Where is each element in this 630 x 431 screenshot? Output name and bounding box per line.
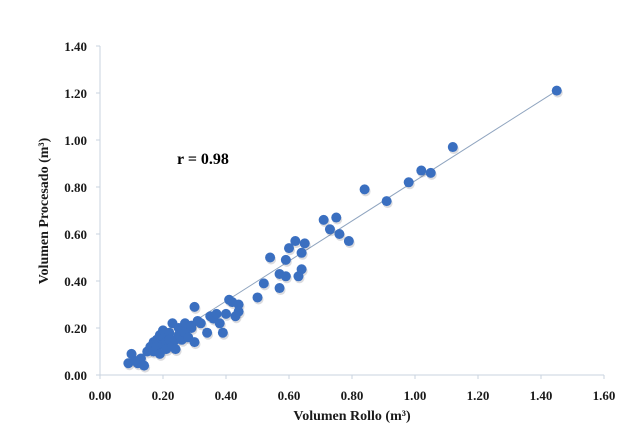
data-point [164, 327, 175, 338]
data-point [129, 355, 140, 366]
y-tick-label: 0.60 [64, 227, 87, 242]
x-axis-title: Volumen Rollo (m³) [293, 409, 411, 424]
data-point [217, 327, 228, 338]
data-point [265, 252, 276, 263]
data-point [425, 167, 436, 178]
data-point [331, 212, 342, 223]
x-tick-label: 0.80 [341, 388, 364, 403]
data-point [324, 224, 335, 235]
data-point [280, 271, 291, 282]
x-tick-label: 1.40 [530, 388, 553, 403]
x-tick-label: 0.40 [215, 388, 238, 403]
data-point [296, 264, 307, 275]
y-tick-label: 0.00 [64, 368, 87, 383]
x-tick-label: 0.60 [278, 388, 301, 403]
x-tick-label: 0.00 [89, 388, 112, 403]
data-point [189, 301, 200, 312]
data-point [403, 177, 414, 188]
data-point [334, 229, 345, 239]
y-tick-label: 0.20 [64, 321, 87, 336]
data-point [359, 184, 370, 195]
data-point [318, 214, 329, 225]
data-point [252, 292, 263, 303]
data-point [290, 236, 301, 247]
data-points [123, 85, 563, 373]
data-point [296, 247, 307, 258]
data-point [195, 318, 206, 329]
data-point [139, 360, 150, 371]
data-point [447, 142, 458, 153]
x-tick-label: 1.20 [467, 388, 490, 403]
data-point [211, 308, 222, 319]
axes: 0.00 0.20 0.40 0.60 0.80 1.00 1.20 1.40 0.00 0.2… [64, 39, 615, 403]
data-point [274, 283, 285, 294]
data-point [280, 254, 291, 265]
y-tick-label: 0.80 [64, 180, 87, 195]
data-point [381, 196, 392, 207]
data-point [202, 327, 213, 338]
x-tick-label: 1.00 [404, 388, 427, 403]
x-tick-labels: 0.00 0.20 0.40 0.60 0.80 1.00 1.20 1.40 1.60 [89, 375, 616, 403]
y-tick-label: 0.40 [64, 274, 87, 289]
data-point [221, 308, 231, 319]
y-tick-label: 1.20 [64, 86, 87, 101]
data-point [233, 306, 244, 317]
x-tick-label: 0.20 [152, 388, 175, 403]
data-point [343, 236, 354, 247]
data-point [214, 318, 225, 329]
data-point [233, 299, 244, 310]
data-point [284, 243, 294, 254]
data-point [189, 337, 200, 348]
data-point [299, 238, 310, 249]
x-tick-label: 1.60 [593, 388, 616, 403]
y-tick-labels: 0.00 0.20 0.40 0.60 0.80 1.00 1.20 1.40 [64, 39, 100, 383]
data-point [258, 278, 269, 289]
data-point [170, 344, 181, 355]
correlation-annotation: r = 0.98 [177, 151, 229, 168]
data-point [551, 85, 562, 96]
y-tick-label: 1.40 [64, 39, 87, 54]
data-point [416, 165, 427, 176]
y-tick-label: 1.00 [64, 133, 87, 148]
y-axis-title: Volumen Procesado (m³) [37, 137, 52, 284]
